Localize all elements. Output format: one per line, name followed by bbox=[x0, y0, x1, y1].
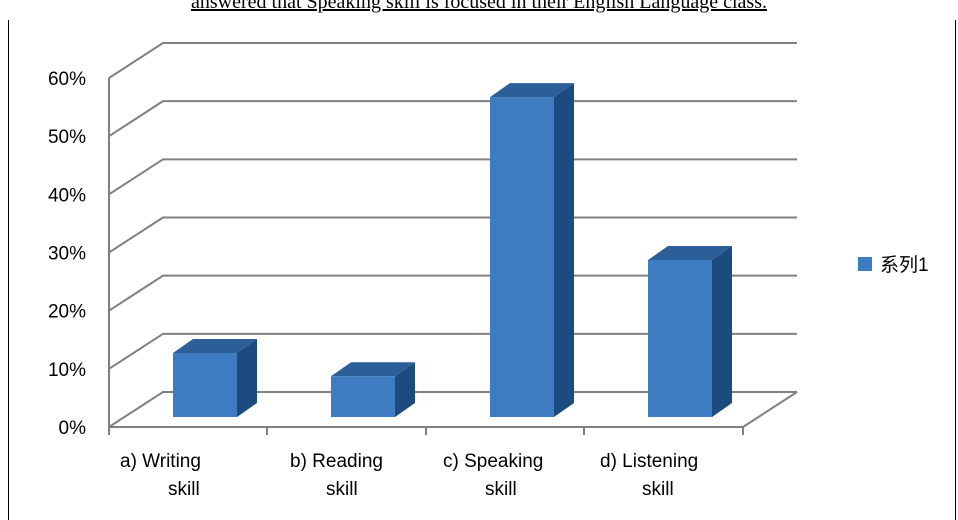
x-tick-label: d) Listening skill bbox=[600, 451, 698, 500]
bar bbox=[648, 245, 732, 417]
bar-top bbox=[331, 362, 415, 377]
y-tick-label: 20% bbox=[48, 302, 86, 323]
floor-edge bbox=[742, 391, 798, 428]
x-tick-label: c) Speaking skill bbox=[443, 451, 543, 500]
bar-front bbox=[331, 376, 395, 417]
bar bbox=[331, 362, 415, 417]
gridline bbox=[108, 391, 797, 428]
x-tick-label: b) Reading skill bbox=[290, 451, 383, 500]
gridline bbox=[108, 100, 797, 138]
legend-label: 系列1 bbox=[880, 254, 929, 276]
bar-front bbox=[173, 353, 237, 417]
y-tick-label: 50% bbox=[48, 127, 86, 148]
chart-frame bbox=[8, 20, 956, 520]
bar bbox=[490, 83, 574, 417]
bar-side bbox=[712, 245, 732, 417]
y-tick-label: 10% bbox=[48, 360, 86, 381]
bar-front bbox=[490, 97, 554, 417]
legend-swatch bbox=[858, 257, 872, 271]
page-caption: answered that Speaking skill is focused … bbox=[191, 0, 767, 13]
y-axis-ticks: 0% 10% 20% 30% 40% 50% 60% bbox=[48, 69, 86, 439]
legend: 系列1 bbox=[858, 254, 929, 276]
bar-top bbox=[648, 245, 732, 260]
gridline bbox=[108, 158, 797, 196]
x-tick-label: a) Writing skill bbox=[120, 451, 201, 500]
bar-side bbox=[237, 339, 257, 417]
axes bbox=[108, 78, 798, 435]
bars bbox=[173, 83, 732, 417]
y-tick-label: 60% bbox=[48, 69, 86, 90]
y-tick-label: 0% bbox=[59, 418, 87, 439]
x-axis-labels: a) Writing skill b) Reading skill c) Speakin… bbox=[120, 451, 698, 500]
gridline bbox=[108, 216, 797, 254]
bar-side bbox=[554, 83, 574, 417]
gridline bbox=[108, 274, 797, 312]
bar-side bbox=[395, 362, 415, 417]
gridline bbox=[108, 332, 797, 370]
bar-front bbox=[648, 259, 712, 417]
y-tick-label: 40% bbox=[48, 185, 86, 206]
gridline bbox=[108, 42, 797, 79]
gridlines bbox=[108, 42, 797, 428]
bar-top bbox=[490, 83, 574, 98]
bar-top bbox=[173, 339, 257, 354]
y-tick-label: 30% bbox=[48, 244, 86, 265]
bar bbox=[173, 339, 257, 417]
